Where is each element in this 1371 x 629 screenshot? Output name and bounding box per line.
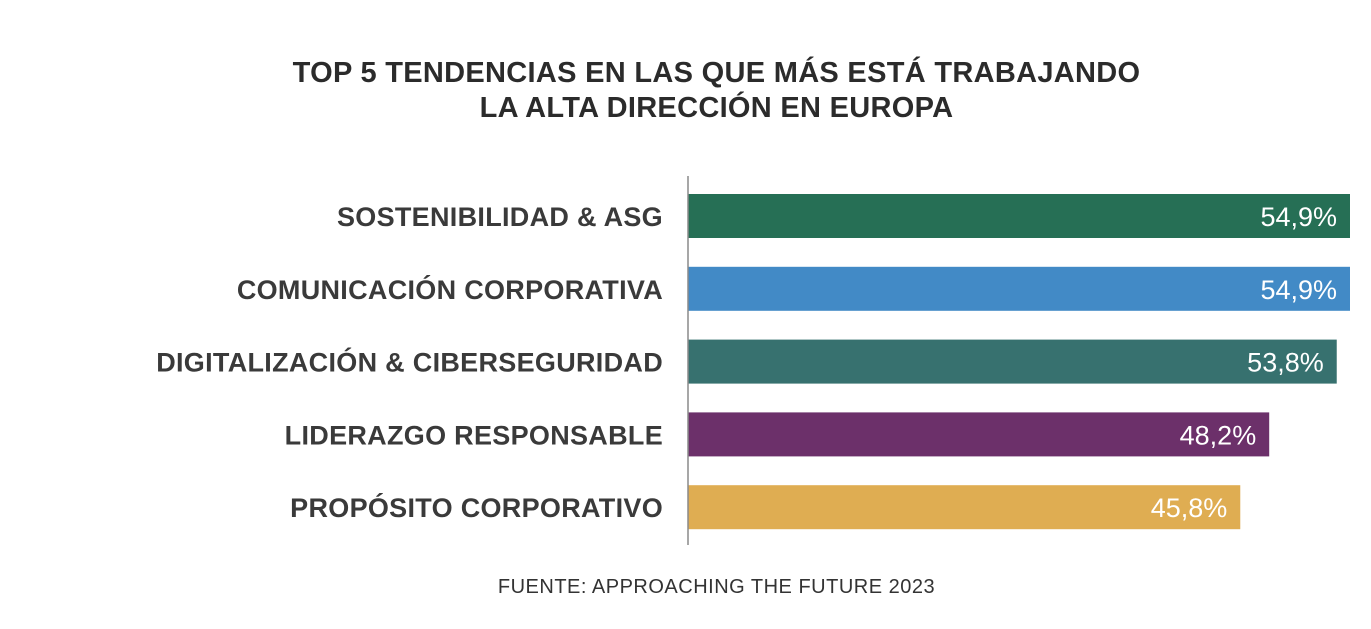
- category-label-5: PROPÓSITO CORPORATIVO: [290, 492, 663, 523]
- data-label-2: 54,9%: [1260, 275, 1337, 305]
- chart-title-line-1: TOP 5 TENDENCIAS EN LAS QUE MÁS ESTÁ TRA…: [292, 57, 1141, 89]
- bar-5: [688, 485, 1241, 530]
- category-label-4: LIDERAZGO RESPONSABLE: [285, 420, 663, 450]
- bar-3: [688, 339, 1337, 384]
- bar-4: [688, 412, 1270, 457]
- source-note: FUENTE: APPROACHING THE FUTURE 2023: [497, 576, 936, 598]
- data-label-4: 48,2%: [1180, 420, 1257, 450]
- chart-title: TOP 5 TENDENCIAS EN LAS QUE MÁS ESTÁ TRA…: [0, 56, 1371, 126]
- data-label-5: 45,8%: [1151, 493, 1228, 523]
- category-label-2: COMUNICACIÓN CORPORATIVA: [237, 274, 663, 305]
- data-label-1: 54,9%: [1260, 202, 1337, 232]
- chart-title-line-2: LA ALTA DIRECCIÓN EN EUROPA: [479, 92, 954, 124]
- category-label-3: DIGITALIZACIÓN & CIBERSEGURIDAD: [156, 347, 663, 378]
- bar-2: [688, 266, 1350, 311]
- bar-1: [688, 194, 1350, 238]
- data-label-3: 53,8%: [1247, 348, 1324, 378]
- bars-layer: SOSTENIBILIDAD & ASG 54,9% COMUNICACIÓN CO…: [156, 194, 1350, 530]
- category-label-1: SOSTENIBILIDAD & ASG: [337, 202, 663, 232]
